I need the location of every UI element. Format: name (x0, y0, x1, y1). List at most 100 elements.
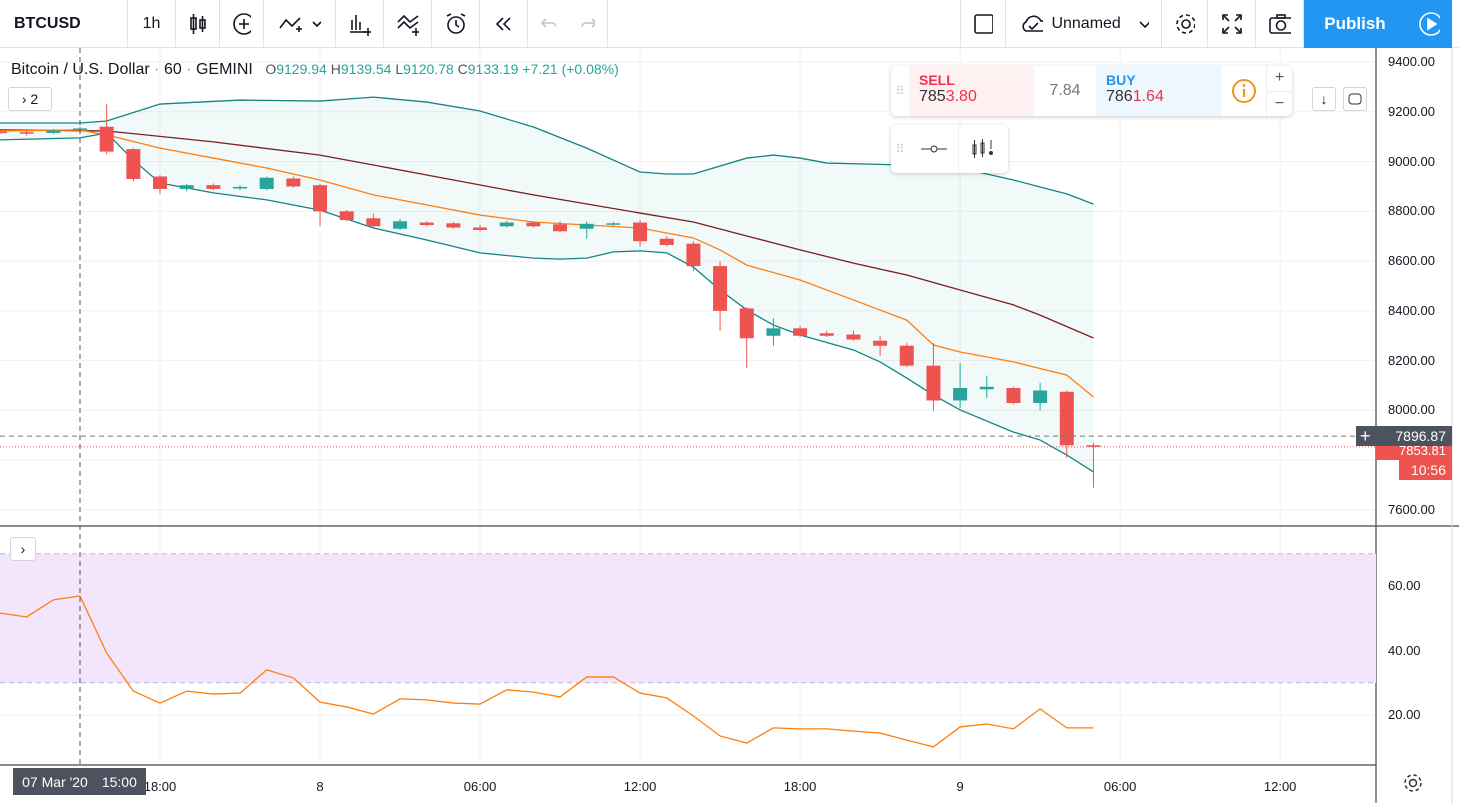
symbol-title[interactable]: Bitcoin / U.S. Dollar (11, 61, 150, 78)
buy-sell-panel: ⠿ SELL 7853.80 7.84 BUY 7861.64 + − (891, 66, 1292, 116)
candle-body (446, 223, 461, 228)
replay-icon[interactable] (480, 0, 528, 48)
candle-body (499, 222, 514, 227)
rsi-legend-expand-button[interactable]: › (10, 537, 36, 561)
candle-body (979, 386, 994, 390)
scroll-down-icon[interactable]: ↓ (1312, 87, 1336, 111)
compare-button[interactable] (264, 0, 336, 48)
candle-body (339, 211, 354, 221)
gear-icon[interactable] (1402, 772, 1426, 796)
candle-body (419, 222, 434, 226)
candle-body (553, 224, 568, 232)
chart-canvas[interactable] (0, 48, 1459, 803)
price-axis-label: 8200.00 (1388, 352, 1435, 368)
time-axis-label: 12:00 (623, 779, 657, 794)
expand-icon[interactable] (1208, 0, 1256, 48)
candle-body (766, 328, 781, 336)
templates-icon[interactable] (384, 0, 432, 48)
price-axis-label: 8800.00 (1388, 203, 1435, 219)
bar-style-icon[interactable] (959, 125, 1007, 173)
interval-button[interactable]: 1h (128, 0, 176, 48)
price-axis-label: 7600.00 (1388, 502, 1435, 517)
redo-icon[interactable] (568, 0, 608, 48)
candle-body (633, 222, 648, 242)
last-price-label: 7853.81 (1376, 446, 1452, 460)
bollinger-fill (0, 97, 1094, 472)
legend-interval: 60 (163, 61, 182, 78)
candle-body (126, 149, 141, 179)
fullscreen-toggle-icon[interactable] (960, 0, 1006, 48)
publish-button[interactable]: Publish (1304, 0, 1406, 48)
price-axis-label: 8600.00 (1388, 253, 1435, 269)
candle-body (713, 266, 728, 311)
indicators-icon[interactable] (336, 0, 384, 48)
top-toolbar: BTCUSD 1h Unnamed Publish (0, 0, 1459, 48)
chevron-right-icon: › (21, 91, 31, 107)
chevron-down-icon (311, 20, 322, 27)
candle-body (206, 185, 221, 189)
candle-body (0, 131, 7, 134)
sell-button[interactable]: SELL 7853.80 (909, 66, 1034, 116)
candle-body (606, 223, 621, 225)
candle-body (926, 365, 941, 401)
candle-body (233, 186, 248, 189)
candle-body (819, 333, 834, 336)
time-axis-label: 12:00 (1263, 779, 1297, 794)
candle-body (739, 308, 754, 339)
price-axis-label: 9400.00 (1388, 54, 1435, 69)
camera-icon[interactable] (1256, 0, 1304, 48)
candle-body (46, 130, 61, 133)
time-axis-label: 06:00 (1103, 779, 1137, 794)
compare-icon (278, 16, 302, 32)
auto-scale-icon[interactable] (1343, 87, 1367, 111)
candle-body (366, 218, 381, 227)
gear-icon[interactable] (1162, 0, 1208, 48)
candle-body (1086, 445, 1101, 447)
candle-body (846, 334, 861, 340)
time-axis[interactable]: 18:00 8 06:00 12:00 18:00 9 06:00 12:00 (0, 765, 1376, 803)
undo-icon[interactable] (528, 0, 568, 48)
candle-body (1033, 390, 1048, 403)
crosshair-price-label: +7896.87 (1356, 426, 1452, 446)
quantity-plus-button[interactable]: + (1274, 69, 1285, 87)
crosshair-time-label: 07 Mar '20 15:00 (13, 768, 146, 795)
candle-body (179, 185, 194, 189)
rsi-axis-label: 60.00 (1388, 578, 1421, 593)
layout-name: Unnamed (1051, 14, 1121, 32)
candle-body (659, 238, 674, 245)
layout-name-button[interactable]: Unnamed (1006, 0, 1162, 48)
symbol-search-button[interactable]: BTCUSD (0, 0, 128, 48)
play-icon[interactable] (1406, 0, 1452, 48)
candle-body (286, 178, 301, 187)
rsi-axis-label: 40.00 (1388, 642, 1421, 658)
candle-body (153, 176, 168, 189)
rsi-band (0, 553, 1376, 683)
chart-legend: Bitcoin / U.S. Dollar · 60 · GEMINI O912… (11, 61, 619, 78)
add-indicator-icon[interactable] (220, 0, 264, 48)
indicators-expand-button[interactable]: › 2 (8, 87, 52, 111)
buy-button[interactable]: BUY 7861.64 (1096, 66, 1221, 116)
info-icon[interactable] (1221, 66, 1266, 116)
candle-body (19, 132, 34, 134)
price-axis-label: 9000.00 (1388, 153, 1435, 169)
candle-body (1059, 391, 1074, 446)
drag-handle-icon[interactable]: ⠿ (895, 142, 905, 156)
candle-body (313, 185, 328, 212)
candle-body (899, 345, 914, 366)
quantity-minus-button[interactable]: − (1267, 90, 1292, 117)
chevron-down-icon (1139, 20, 1149, 28)
price-axis-label: 8000.00 (1388, 402, 1435, 418)
alert-icon[interactable] (432, 0, 480, 48)
candles-icon[interactable] (176, 0, 220, 48)
drawing-toolbar: ⠿ (891, 125, 1008, 173)
candle-body (793, 328, 808, 336)
crosshair-plus-icon: + (1360, 425, 1371, 446)
candle-body (579, 223, 594, 229)
line-tool-icon[interactable] (909, 125, 959, 173)
candle-body (953, 388, 968, 401)
time-axis-label: 9 (956, 779, 964, 794)
drag-handle-icon[interactable]: ⠿ (895, 84, 905, 98)
candle-body (526, 222, 541, 227)
candle-body (259, 177, 274, 189)
rsi-axis-label: 20.00 (1388, 707, 1421, 722)
